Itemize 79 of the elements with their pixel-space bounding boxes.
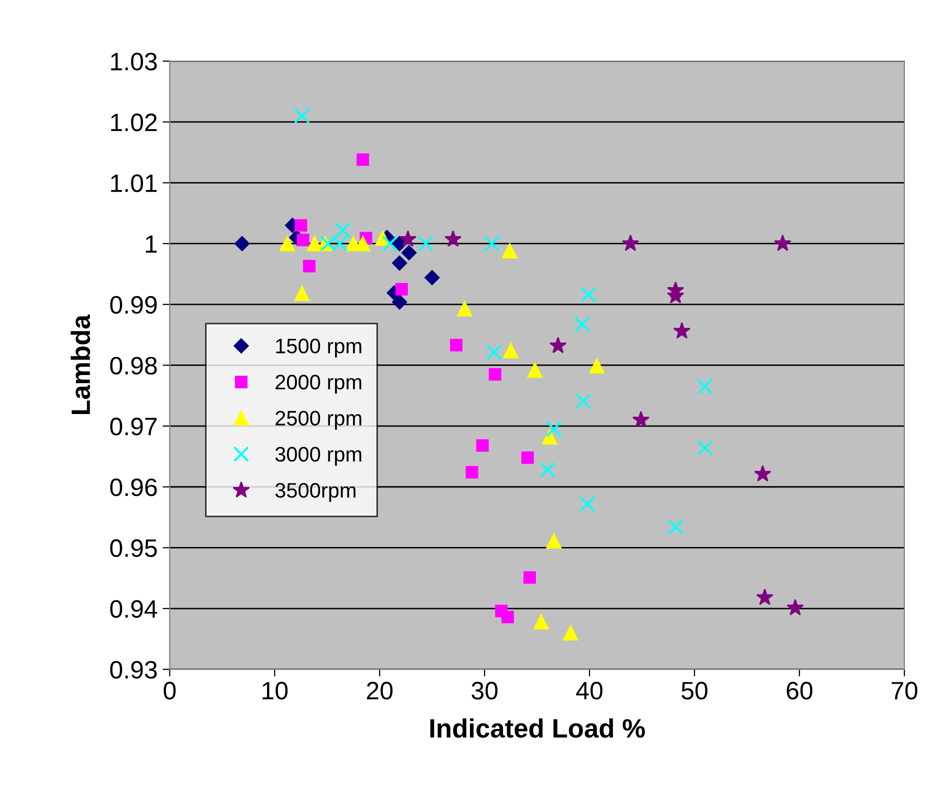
point: [294, 286, 310, 302]
point: [401, 245, 417, 260]
point: [501, 610, 514, 624]
legend-label: 1500 rpm: [276, 338, 362, 358]
x-tick-label: 60: [786, 682, 812, 700]
point: [622, 234, 640, 252]
point: [546, 421, 562, 438]
point: [534, 614, 549, 630]
y-axis-title: Lambda: [70, 314, 90, 414]
point: [395, 282, 408, 296]
point: [546, 533, 562, 549]
x-tick-label: 0: [164, 682, 176, 700]
x-tick-label: 70: [892, 682, 918, 700]
y-tick-label: 0.97: [110, 418, 157, 436]
point: [574, 316, 590, 332]
point: [355, 236, 370, 252]
point: [294, 108, 310, 124]
point: [280, 236, 295, 252]
y-tick-label: 0.93: [110, 660, 157, 679]
point: [575, 393, 592, 410]
point: [488, 368, 502, 381]
legend-label: 2000 rpm: [276, 374, 362, 394]
x-tick-label: 40: [576, 682, 602, 700]
y-tick-label: 0.98: [110, 356, 157, 375]
y-tick-label: 1.01: [111, 174, 157, 192]
point: [424, 270, 440, 286]
point: [450, 338, 462, 352]
point: [444, 230, 462, 247]
point: [334, 222, 351, 238]
legend-label: 2500 rpm: [276, 410, 362, 430]
point: [486, 344, 502, 360]
point: [754, 465, 772, 482]
point: [580, 286, 596, 303]
y-tick-label: 0.99: [110, 296, 157, 314]
y-tick-label: 0.95: [110, 539, 157, 558]
point: [549, 336, 567, 354]
x-tick-label: 50: [682, 682, 708, 700]
point: [523, 571, 536, 584]
y-tick-label: 0.94: [110, 600, 158, 618]
legend-label: 3000 rpm: [275, 446, 362, 466]
point: [456, 301, 472, 316]
point: [294, 219, 308, 232]
point: [540, 462, 556, 478]
point: [356, 153, 370, 166]
point: [502, 243, 518, 259]
point: [399, 230, 417, 247]
point: [696, 440, 713, 456]
point: [503, 343, 518, 358]
point: [589, 358, 605, 374]
point: [234, 236, 250, 252]
point: [476, 439, 489, 452]
y-tick-label: 1.02: [111, 114, 157, 132]
point: [418, 236, 434, 252]
point: [668, 519, 684, 536]
legend-label: 3500rpm: [275, 482, 356, 502]
point: [696, 378, 713, 395]
point: [296, 234, 310, 246]
x-axis-title: Indicated Load %: [430, 718, 645, 738]
point: [786, 598, 804, 616]
x-tick-label: 10: [262, 682, 288, 700]
point: [562, 625, 578, 640]
point: [756, 588, 774, 606]
x-tick-label: 20: [366, 682, 393, 700]
point: [521, 451, 534, 464]
point: [579, 496, 596, 512]
point: [466, 466, 478, 479]
point: [382, 236, 398, 252]
y-tick-label: 0.96: [110, 478, 157, 496]
point: [774, 234, 792, 252]
point: [392, 255, 408, 271]
x-tick-label: 30: [472, 682, 498, 700]
y-tick-label: 1.03: [111, 52, 157, 70]
point: [484, 236, 500, 252]
point: [527, 362, 543, 378]
point: [673, 322, 691, 339]
y-tick-label: 1: [146, 235, 157, 253]
point: [303, 260, 316, 272]
point: [632, 410, 650, 428]
point: [392, 294, 408, 310]
